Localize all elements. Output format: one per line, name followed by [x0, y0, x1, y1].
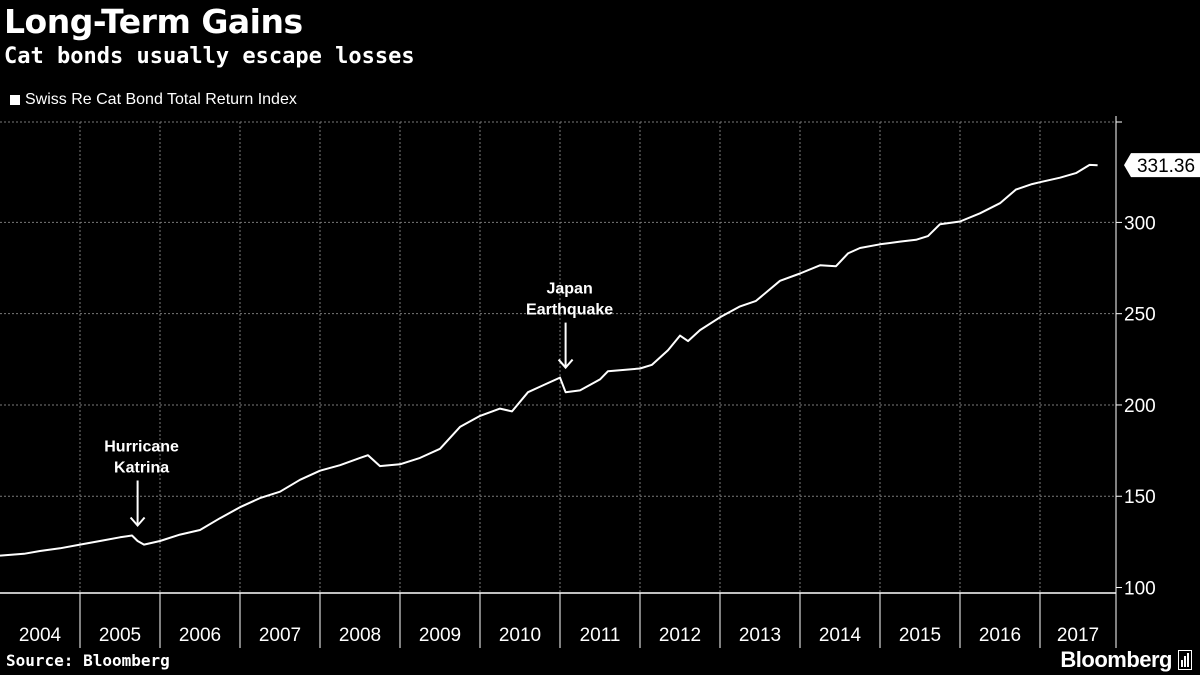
annotations: Hurricane Katrina Japan Earthquake [104, 281, 613, 528]
y-tick-label: 200 [1124, 396, 1156, 417]
x-tick-label: 2013 [739, 625, 781, 646]
last-value-label: 331.36 [1137, 156, 1195, 177]
annotation: Japan Earthquake [526, 281, 613, 370]
annotation-label: Japan [546, 281, 592, 298]
y-tick-label: 250 [1124, 305, 1156, 326]
annotation-arrowhead [129, 516, 146, 528]
brand: Bloomberg [1060, 647, 1192, 673]
y-tick-label: 150 [1124, 487, 1156, 508]
x-tick-label: 2017 [1057, 625, 1099, 646]
chart-title: Long-Term Gains [4, 2, 303, 41]
series-layer: 331.36 [0, 153, 1200, 557]
annotation-label: Katrina [114, 459, 169, 476]
x-tick-label: 2004 [19, 625, 62, 646]
x-tick-label: 2015 [899, 625, 941, 646]
annotation: Hurricane Katrina [104, 438, 179, 528]
last-value-callout: 331.36 [1124, 153, 1200, 178]
x-tick-label: 2016 [979, 625, 1021, 646]
last-value-box [1124, 153, 1200, 178]
source-note: Source: Bloomberg [6, 651, 170, 670]
axes: 100 150 200 250 300 2004 2005 2006 2007 2008 2009 2… [0, 116, 1156, 648]
y-tick-label: 100 [1124, 579, 1156, 600]
annotation-label: Hurricane [104, 438, 179, 455]
chart-subtitle: Cat bonds usually escape losses [4, 44, 415, 69]
x-tick-label: 2005 [99, 625, 141, 646]
brand-logo: Bloomberg [1060, 647, 1172, 672]
x-tick-label: 2010 [499, 625, 541, 646]
bloomberg-terminal-icon [1178, 650, 1192, 670]
legend-swatch [10, 95, 20, 105]
x-tick-label: 2012 [659, 625, 701, 646]
legend: Swiss Re Cat Bond Total Return Index [10, 91, 297, 109]
x-tick-label: 2011 [580, 625, 621, 646]
gridlines [0, 121, 1116, 593]
series-line [0, 163, 1098, 557]
y-tick-label: 300 [1124, 213, 1156, 234]
x-tick-label: 2009 [419, 625, 461, 646]
x-tick-label: 2008 [339, 625, 381, 646]
x-tick-label: 2006 [179, 625, 221, 646]
legend-label: Swiss Re Cat Bond Total Return Index [25, 91, 297, 108]
annotation-arrowhead [557, 358, 574, 370]
annotation-label: Earthquake [526, 302, 613, 319]
x-tick-label: 2014 [819, 625, 862, 646]
x-tick-label: 2007 [259, 625, 301, 646]
